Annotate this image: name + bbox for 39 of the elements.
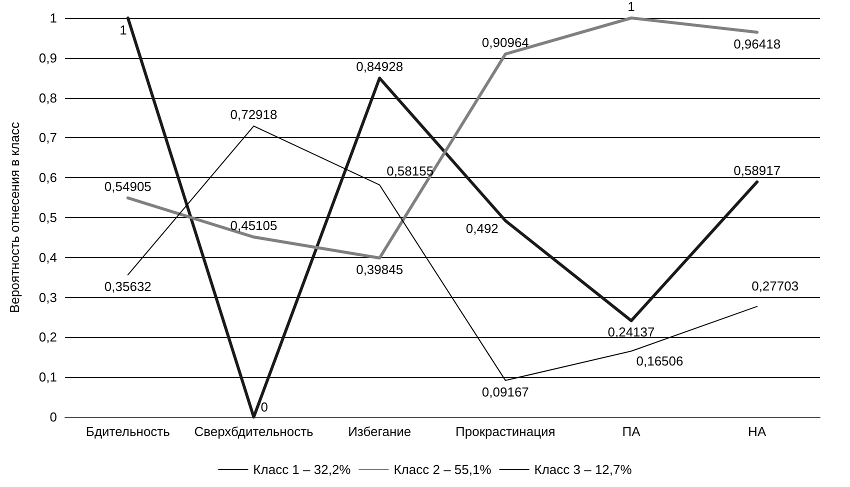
x-tick-label: ПА (622, 424, 641, 439)
data-label: 0,39845 (356, 262, 404, 278)
data-label: 0,96418 (734, 36, 781, 52)
data-label: 0,24137 (608, 324, 655, 340)
data-label: 0,54905 (104, 178, 152, 194)
data-label: 0,84928 (356, 59, 404, 74)
y-tick-label: 0 (50, 410, 57, 424)
y-tick-label: 0,5 (38, 210, 57, 225)
legend-label: Класс 2 – 55,1% (394, 462, 492, 477)
data-label: 0,72918 (230, 107, 278, 122)
data-label: 0,58917 (734, 162, 781, 178)
y-tick-label: 0,8 (38, 90, 57, 106)
x-tick-label: Прокрастинация (456, 424, 556, 439)
x-tick-label: Бдительность (86, 424, 170, 439)
data-label: 0,16506 (636, 354, 684, 369)
y-tick-label: 0,1 (38, 370, 57, 385)
data-label: 0,45105 (230, 218, 278, 234)
x-tick-label: Сверхбдительность (194, 424, 314, 439)
y-tick-label: 0,2 (38, 330, 57, 345)
y-tick-label: 0,9 (38, 50, 57, 66)
data-label: 1 (628, 0, 635, 14)
data-label: 0,58155 (386, 163, 434, 178)
data-label: 0,90964 (482, 35, 529, 50)
data-label: 0,27703 (752, 278, 799, 294)
y-tick-label: 0,7 (38, 130, 57, 146)
y-tick-label: 0,3 (38, 290, 57, 305)
data-label: 1 (120, 22, 127, 38)
data-label: 0 (260, 400, 268, 414)
data-label: 0,492 (466, 221, 498, 236)
y-tick-label: 1 (50, 10, 57, 26)
legend-label: Класс 1 – 32,2% (253, 462, 352, 477)
y-tick-label: 0,4 (38, 250, 57, 265)
data-label: 0,09167 (482, 384, 529, 400)
y-tick-label: 0,6 (38, 170, 57, 186)
legend-label: Класс 3 – 12,7% (534, 462, 632, 477)
y-axis-title: Вероятность отнесения в класс (7, 122, 22, 313)
x-tick-label: НА (748, 424, 766, 439)
x-tick-label: Избегание (348, 424, 412, 439)
data-label: 0,35632 (104, 278, 152, 294)
